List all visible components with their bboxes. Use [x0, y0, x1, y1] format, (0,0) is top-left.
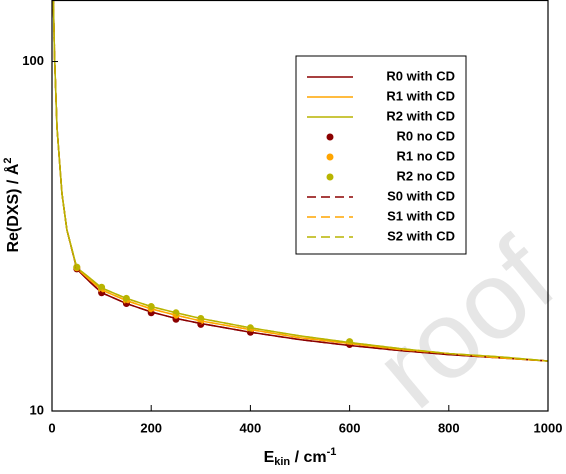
x-tick-label: 0 — [48, 420, 55, 435]
x-label-main: E — [264, 449, 275, 466]
x-tick-label: 1000 — [534, 420, 563, 435]
x-tick-label: 800 — [438, 420, 460, 435]
y-tick-label: 10 — [30, 402, 44, 417]
point — [147, 303, 155, 311]
dashed-line — [52, 0, 548, 362]
legend-swatch — [326, 133, 334, 141]
x-label-sub: kin — [274, 456, 290, 468]
legend-swatch — [326, 153, 334, 161]
legend-label: R1 with CD — [386, 88, 455, 103]
x-tick-label: 400 — [240, 420, 262, 435]
legend-label: R0 no CD — [397, 128, 456, 143]
plot-frame — [51, 0, 549, 412]
point — [122, 294, 130, 302]
legend-swatch — [326, 173, 334, 181]
legend-label: S2 with CD — [387, 228, 455, 243]
legend-label: S0 with CD — [387, 188, 455, 203]
y-label-main: Re(DXS) / Å — [3, 163, 22, 252]
legend-label: R1 no CD — [397, 148, 456, 163]
legend-label: R2 no CD — [397, 168, 456, 183]
y-tick-label: 100 — [22, 53, 44, 68]
x-tick-label: 200 — [140, 420, 162, 435]
legend-label: R2 with CD — [386, 108, 455, 123]
legend-label: R0 with CD — [386, 68, 455, 83]
x-axis-label: Ekin / cm-1 — [264, 446, 337, 468]
x-label-rest: / cm — [290, 449, 326, 466]
legend-box — [295, 55, 467, 255]
x-tick-label: 600 — [339, 420, 361, 435]
x-label-sup: -1 — [327, 446, 337, 458]
y-axis-label: Re(DXS) / Å2 — [2, 157, 22, 252]
legend-label: S1 with CD — [387, 208, 455, 223]
y-label-sup: 2 — [2, 157, 14, 163]
